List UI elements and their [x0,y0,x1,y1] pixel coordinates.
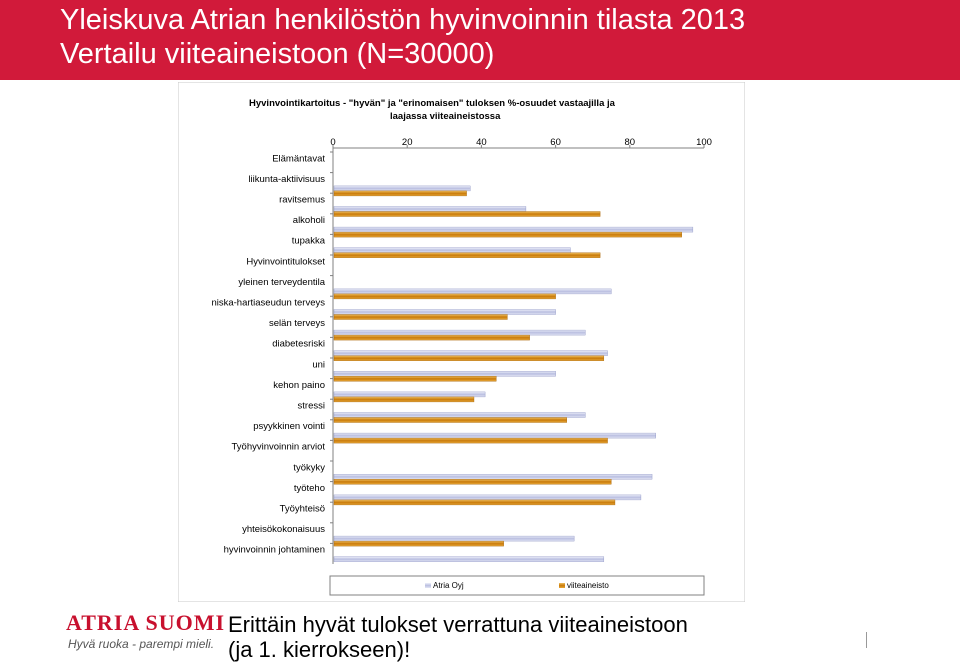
category-label: alkoholi [293,215,325,226]
bar-reference [333,355,605,361]
x-tick-label: 40 [476,137,487,148]
category-label: stressi [298,401,325,412]
bar-atria [333,350,608,356]
bar-atria [333,185,471,192]
category-label: tupakka [292,236,326,247]
category-label: yleinen terveydentila [238,277,325,288]
bar-reference [333,376,497,382]
legend-box [329,575,705,596]
bar-atria [333,226,694,233]
bar-reference [333,293,556,300]
bar-atria [333,494,642,501]
caption-line2: (ja 1. kierrokseen)! [228,637,411,662]
summary-caption: Erittäin hyvät tulokset verrattuna viite… [228,612,788,662]
category-label: työteho [294,483,325,494]
atria-logo: ATRIA SUOMI Hyvä ruoka - parempi mieli. [66,608,224,658]
category-label: diabetesriski [272,339,325,350]
bar-atria [333,412,586,418]
bar-reference [333,499,616,506]
x-tick-label: 60 [550,137,561,148]
category-label: selän terveys [269,318,325,329]
category-label: kehon paino [273,380,325,391]
category-label: Elämäntavat [272,153,325,164]
category-label: työkyky [293,462,325,473]
bar-atria [333,474,653,480]
plot-area: 0 20 40 60 80 100 Elämäntavat liikunta-aktiivis… [211,137,712,564]
bar-atria [333,535,575,542]
bar-reference [333,190,467,197]
category-label: ravitsemus [279,195,325,206]
category-label: psyykkinen vointi [253,421,325,432]
bar-atria [333,288,612,295]
bar-reference [333,437,608,444]
x-tick-label: 80 [625,137,636,148]
bar-atria [333,556,605,562]
category-label: liikunta-aktiivisuus [248,174,325,185]
logo-tagline: Hyvä ruoka - parempi mieli. [68,637,215,651]
title-banner: Yleiskuva Atrian henkilöstön hyvinvoinni… [0,0,960,80]
bar-reference [333,211,601,217]
bar-atria [333,309,556,315]
bar-chart: Hyvinvointikartoitus - "hyvän" ja "erino… [178,82,745,602]
logo-brand: ATRIA SUOMI [66,610,226,635]
category-label: Työyhteisö [280,504,325,515]
x-tick-label: 100 [696,137,712,148]
divider [866,632,867,648]
bar-reference [333,314,508,320]
category-label: niska-hartiaseudun terveys [211,298,325,309]
chart-title-line2: laajassa viiteaineistossa [390,111,501,122]
chart-title-line1: Hyvinvointikartoitus - "hyvän" ja "erino… [249,98,616,109]
chart-background [178,82,745,602]
legend-label-atria: Atria Oyj [433,581,464,590]
bar-reference [333,396,475,403]
bar-atria [333,329,586,336]
legend-label-reference: viiteaineisto [567,581,609,590]
bar-atria [333,432,656,439]
page-title: Yleiskuva Atrian henkilöstön hyvinvoinni… [60,4,746,36]
category-label: yhteisökokonaisuus [242,524,325,535]
x-tick-label: 20 [402,137,413,148]
chart-container: Hyvinvointikartoitus - "hyvän" ja "erino… [178,82,745,602]
category-label: Hyvinvointitulokset [246,256,325,267]
category-label: Työhyvinvoinnin arviot [232,442,326,453]
bar-reference [333,540,504,547]
legend-swatch-reference [559,583,565,588]
bar-atria [333,391,486,398]
bar-reference [333,479,612,485]
x-tick-label: 0 [330,137,335,148]
bar-atria [333,247,571,253]
category-label: uni [312,359,325,370]
caption-line1: Erittäin hyvät tulokset verrattuna viite… [228,612,688,637]
chart-legend: Atria Oyj viiteaineisto [329,575,705,596]
bar-atria [333,371,556,377]
category-label: hyvinvoinnin johtaminen [224,545,325,556]
bar-atria [333,206,527,212]
page-subtitle: Vertailu viiteaineistoon (N=30000) [60,38,495,70]
bar-reference [333,334,530,341]
bar-reference [333,231,682,238]
bar-reference [333,417,567,423]
legend-swatch-atria [425,583,431,588]
bar-reference [333,252,601,258]
